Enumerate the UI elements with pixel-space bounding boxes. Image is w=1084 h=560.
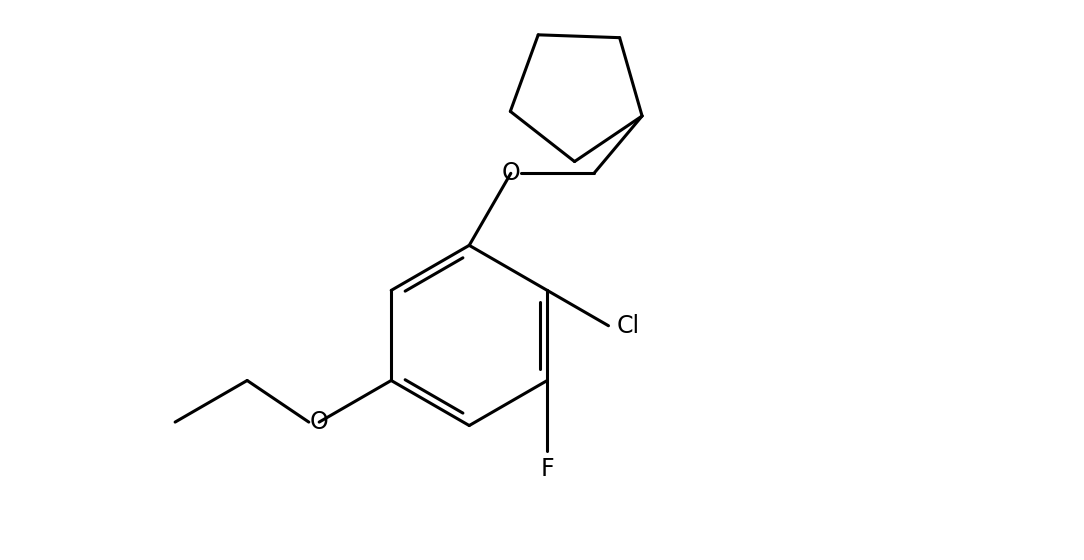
- Text: F: F: [541, 457, 554, 480]
- Text: Cl: Cl: [617, 314, 640, 338]
- Text: O: O: [502, 161, 520, 185]
- Text: O: O: [310, 410, 328, 434]
